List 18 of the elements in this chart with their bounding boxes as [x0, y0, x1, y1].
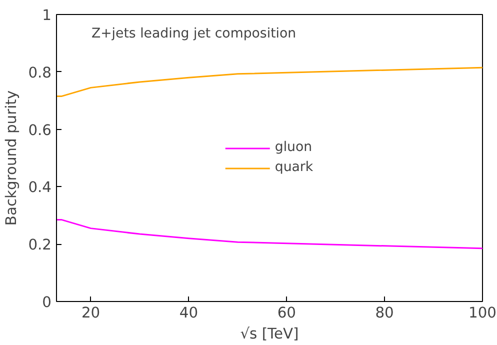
y-axis-title: Background purity	[3, 90, 20, 226]
x-tick-label: 40	[179, 304, 198, 322]
x-tick-label: 100	[468, 304, 496, 322]
x-tick-label: 60	[277, 304, 296, 322]
line-series	[56, 66, 482, 98]
y-tick-label: 0	[42, 294, 52, 311]
y-tick-label: 0.8	[28, 64, 52, 82]
line-series	[56, 218, 482, 250]
y-tick-label: 0.4	[28, 179, 52, 196]
y-tick-label: 1	[42, 7, 52, 24]
legend-label: gluon	[274, 140, 312, 155]
x-axis-title: √s [TeV]	[240, 326, 299, 342]
y-tick-label: 0.2	[28, 236, 52, 254]
legend-label: quark	[274, 160, 314, 175]
annotation: Z+jets leading jet composition	[92, 26, 296, 42]
y-tick-label: 0.6	[28, 122, 52, 139]
x-tick-label: 80	[375, 304, 394, 322]
x-tick-label: 20	[81, 304, 100, 322]
